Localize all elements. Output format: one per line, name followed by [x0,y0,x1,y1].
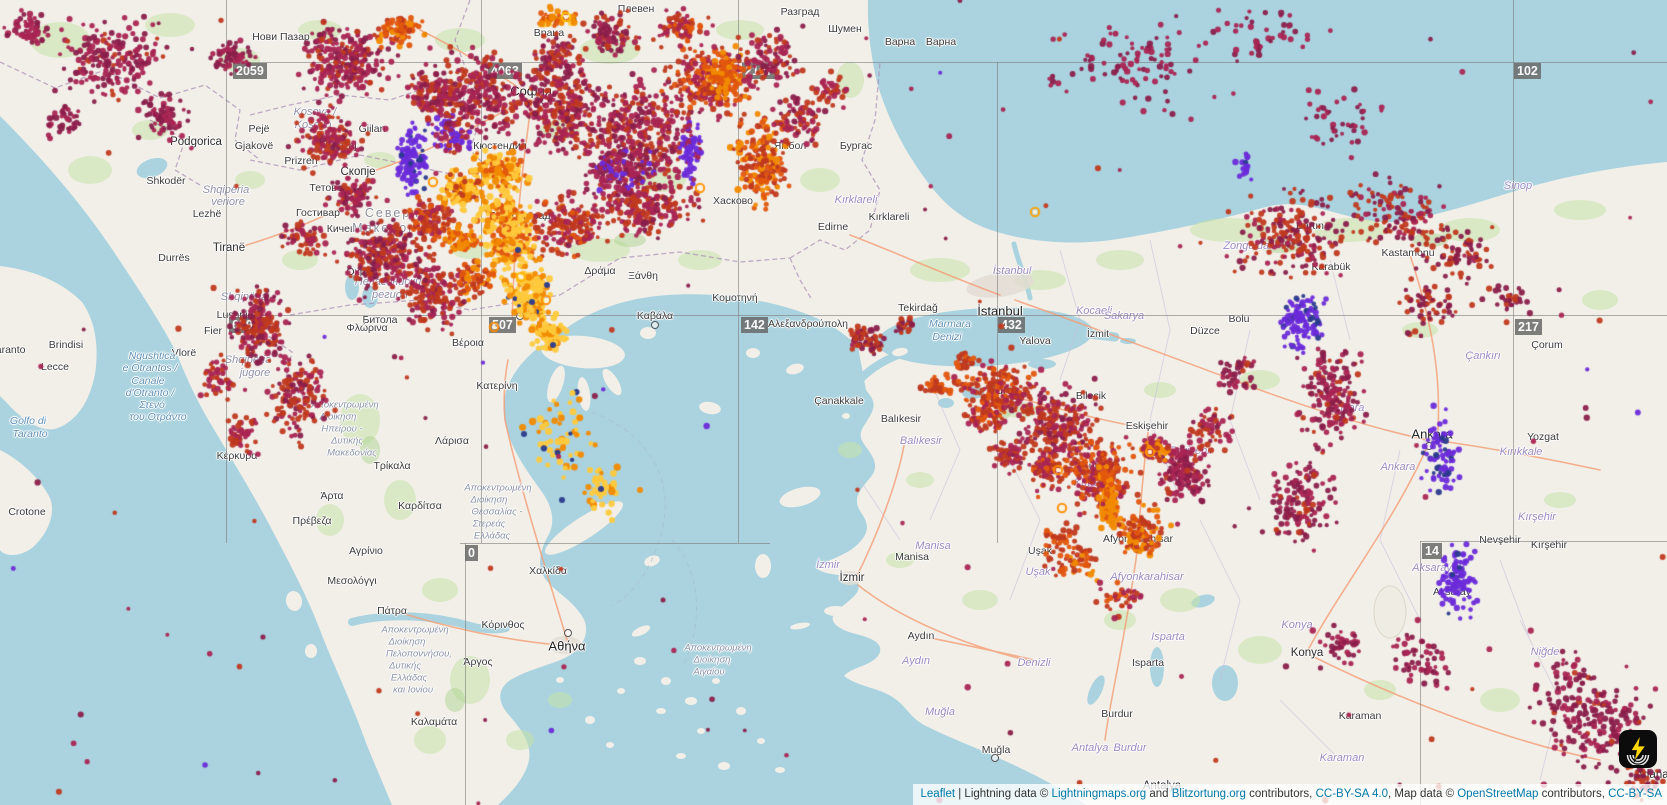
attribution-text: | Lightning data © [955,788,1052,800]
attribution-link[interactable]: CC-BY-SA [1608,788,1662,800]
attribution-link[interactable]: OpenStreetMap [1457,788,1539,800]
attribution-link[interactable]: Leaflet [920,788,956,800]
attribution-link[interactable]: Blitzortung.org [1171,788,1246,800]
lightning-radar-icon [1626,734,1650,765]
attribution-text: , Map data © [1388,788,1458,800]
lightning-strikes-toggle-button[interactable] [1619,730,1657,768]
attribution-link[interactable]: Lightningmaps.org [1051,788,1147,800]
attribution-bar: Leaflet | Lightning data © Lightningmaps… [912,784,1667,805]
attribution-text: and [1146,788,1172,800]
attribution-text: contributors, [1245,788,1316,800]
attribution-link[interactable]: CC-BY-SA 4.0 [1315,788,1389,800]
attribution-text: contributors, [1538,788,1609,800]
